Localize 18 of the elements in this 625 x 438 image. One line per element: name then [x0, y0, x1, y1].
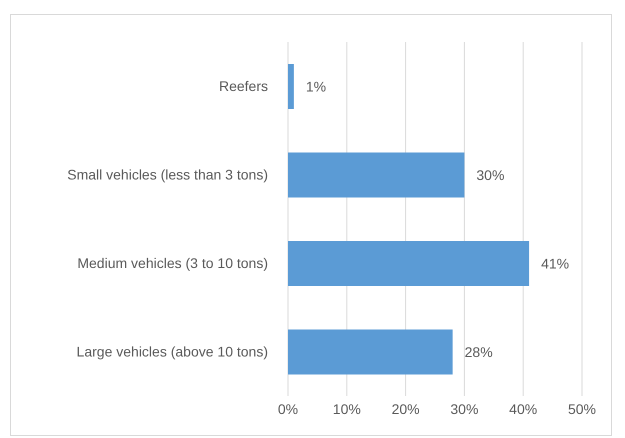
- x-tick-label: 50%: [568, 400, 596, 417]
- bar: [288, 152, 464, 198]
- data-label: 1%: [306, 78, 326, 94]
- data-label: 30%: [476, 166, 504, 183]
- x-tick-label: 30%: [450, 400, 478, 417]
- y-tick-label: Reefers: [218, 78, 268, 94]
- data-label: 41%: [541, 255, 570, 272]
- bar: [288, 64, 294, 109]
- bar: [288, 330, 453, 374]
- bar: [288, 241, 530, 286]
- data-label: 28%: [464, 344, 493, 360]
- x-tick-label: 10%: [332, 400, 361, 417]
- x-tick-label: 0%: [278, 400, 298, 417]
- y-tick-label: Large vehicles (above 10 tons): [76, 344, 268, 360]
- y-tick-label: Medium vehicles (3 to 10 tons): [77, 255, 268, 272]
- x-tick-label: 40%: [509, 400, 538, 417]
- x-tick-label: 20%: [392, 400, 420, 417]
- y-tick-label: Small vehicles (less than 3 tons): [67, 166, 268, 183]
